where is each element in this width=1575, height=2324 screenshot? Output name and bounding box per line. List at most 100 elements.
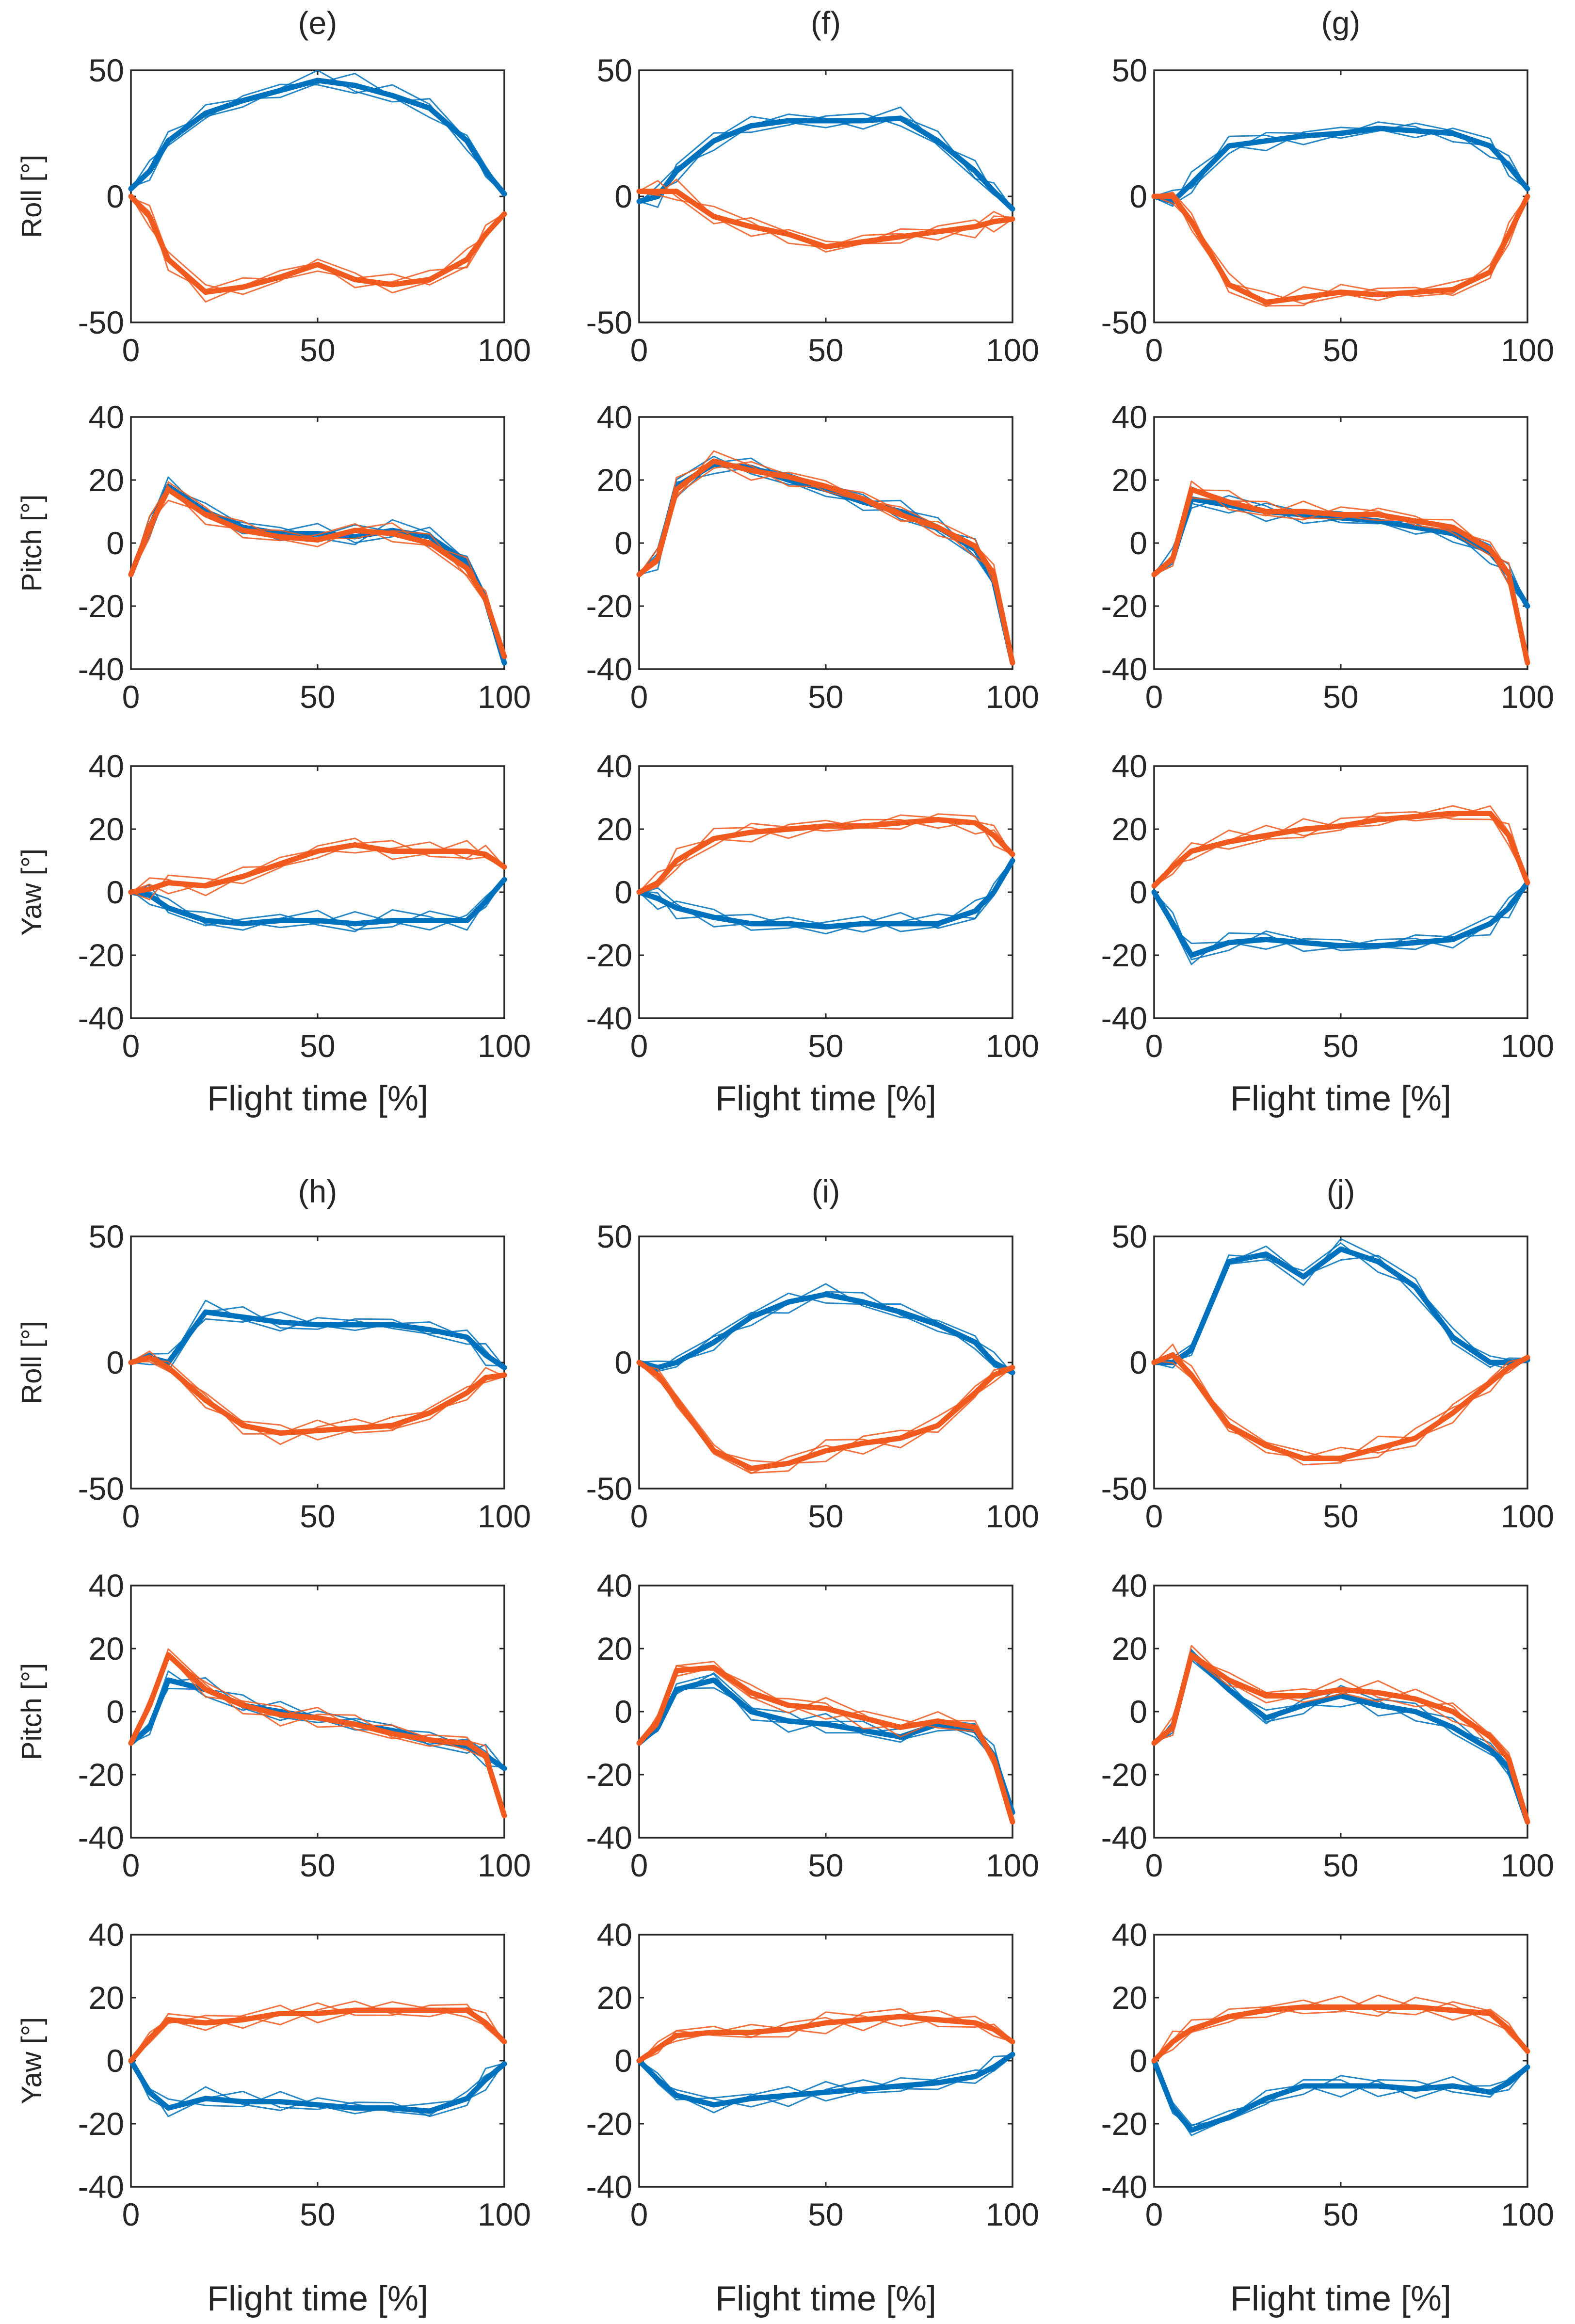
y-tick-label: -40 [78,651,124,687]
x-tick-label: 0 [1145,1498,1163,1534]
y-tick-label: 50 [1112,1218,1147,1254]
axes-f-pitch: -40 -20 0 20 40 0 50 100 [586,399,1039,715]
y-axis-label-yaw: Yaw [°] [16,849,48,936]
plot-frame [638,1934,1013,2188]
x-tick-label: 0 [630,1028,648,1064]
mean-line-blue-e-roll [128,78,507,197]
x-axis-label-h: Flight time [%] [207,2279,428,2318]
trial-line-orange-e-yaw-2 [130,837,505,900]
mean-line-orange-j-yaw [1151,2004,1530,2064]
y-tick-label: -40 [586,1000,632,1036]
y-tick-label: 0 [1129,1345,1147,1380]
plot-frame [1153,1934,1528,2188]
y-tick-label: 40 [89,399,124,435]
y-tick-label: -20 [586,1757,632,1793]
y-tick-label: -20 [586,937,632,973]
x-tick-label: 50 [300,2196,335,2232]
axes-j-yaw: -40 -20 0 20 40 0 50 100 [1101,1917,1554,2232]
trial-line-orange-h-yaw-1 [130,2002,505,2063]
y-tick-label: -20 [1101,588,1147,624]
y-tick-label: 20 [1112,811,1147,847]
y-tick-label: 20 [89,811,124,847]
y-tick-label: 20 [1112,462,1147,498]
y-tick-label: 0 [614,874,632,910]
y-tick-label: 0 [106,874,124,910]
y-tick-label: -20 [1101,2106,1147,2142]
mean-line-orange-h-roll [128,1355,507,1436]
y-tick-label: 0 [106,2043,124,2079]
y-tick-label: 40 [1112,399,1147,435]
x-tick-label: 100 [1501,2196,1554,2232]
trial-line-orange-f-roll-3 [639,180,1013,253]
y-tick-label: -20 [1101,1757,1147,1793]
y-tick-label: -20 [78,1757,124,1793]
axes-i-yaw: -40 -20 0 20 40 0 50 100 [586,1917,1039,2232]
axes-e-yaw: -40 -20 0 20 40 0 50 100 Yaw [°] [16,748,531,1064]
y-tick-label: 0 [1129,178,1147,214]
mean-line-blue-f-yaw [636,858,1015,930]
panel-title-h: (h) [298,1173,338,1209]
y-axis-label-pitch: Pitch [°] [16,1663,48,1760]
trial-line-blue-j-pitch-3 [1154,1650,1528,1824]
x-tick-label: 100 [986,2196,1039,2232]
mean-line-orange-e-roll [128,193,507,295]
axes-e-pitch: -40 -20 0 20 40 0 50 100 Pitch [°] [16,399,531,715]
y-tick-label: -50 [586,1471,632,1507]
trial-line-orange-f-roll-2 [639,178,1013,244]
y-tick-label: -40 [78,1820,124,1856]
y-tick-label: 50 [89,52,124,88]
mean-line-orange-j-roll [1151,1352,1530,1461]
plot-frame [1153,1585,1528,1839]
mean-line-orange-h-pitch [128,1652,507,1818]
mean-line-orange-e-yaw [128,842,507,895]
x-tick-label: 50 [1323,1847,1358,1883]
plot-frame [130,69,505,323]
y-tick-label: 40 [89,748,124,784]
x-tick-label: 100 [478,332,531,368]
x-tick-label: 100 [986,1847,1039,1883]
trial-line-orange-h-roll-1 [130,1359,505,1435]
y-tick-label: -40 [1101,2169,1147,2205]
x-tick-label: 50 [1323,679,1358,715]
x-tick-label: 100 [1501,1498,1554,1534]
y-tick-label: 40 [89,1568,124,1603]
plot-frame [1153,416,1528,670]
x-tick-label: 100 [1501,1028,1554,1064]
y-tick-label: 50 [597,52,632,88]
mean-line-blue-i-yaw [636,2052,1015,2108]
x-tick-label: 50 [808,1498,843,1534]
y-tick-label: 0 [614,2043,632,2079]
y-tick-label: -40 [586,1820,632,1856]
mean-line-blue-h-yaw [128,2058,507,2114]
x-tick-label: 0 [1145,1847,1163,1883]
x-tick-label: 50 [300,1498,335,1534]
trial-line-blue-h-yaw-3 [130,2059,505,2117]
x-tick-label: 50 [1323,1028,1358,1064]
plot-frame [1153,1235,1528,1490]
x-tick-label: 100 [986,332,1039,368]
mean-line-orange-j-pitch [1151,1652,1530,1825]
x-tick-label: 50 [808,2196,843,2232]
y-tick-label: 40 [1112,1568,1147,1603]
y-axis-label-pitch: Pitch [°] [16,495,48,592]
y-tick-label: 20 [597,462,632,498]
y-tick-label: 40 [597,1568,632,1603]
y-tick-label: 40 [1112,748,1147,784]
trial-line-orange-e-pitch-2 [130,481,505,658]
trial-line-orange-g-roll-3 [1154,192,1528,305]
trial-line-orange-g-yaw-3 [1153,811,1528,885]
axes-g-yaw: -40 -20 0 20 40 0 50 100 [1101,748,1554,1064]
trial-line-orange-e-roll-2 [130,196,505,295]
trial-line-blue-j-roll-2 [1154,1245,1528,1368]
y-tick-label: -40 [1101,1000,1147,1036]
x-tick-label: 50 [300,1847,335,1883]
y-tick-label: 20 [89,462,124,498]
x-tick-label: 0 [122,332,140,368]
x-tick-label: 0 [122,679,140,715]
x-tick-label: 50 [808,679,843,715]
mean-line-orange-f-yaw [636,817,1015,895]
trial-line-orange-f-pitch-2 [639,461,1013,663]
